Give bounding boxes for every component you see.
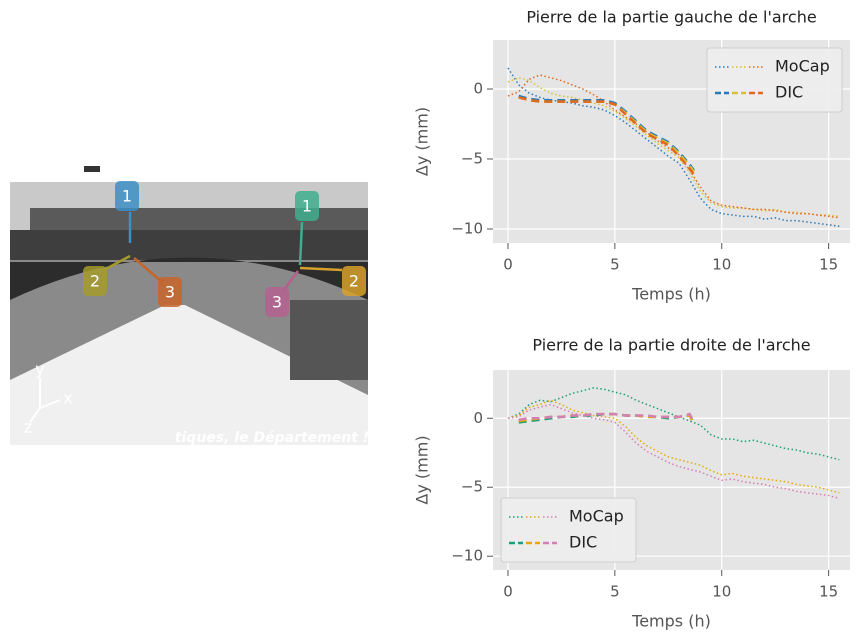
figure: 1 2 3 1 2 3 xy z tiques, le Département ! Pierre …	[0, 0, 859, 642]
x-axis-label: Temps (h)	[631, 285, 711, 304]
legend-label: MoCap	[569, 507, 624, 526]
y-tick-label: −5	[461, 150, 483, 168]
x-tick-label: 0	[503, 583, 513, 601]
axis-letter: y	[35, 360, 44, 379]
chart-title: Pierre de la partie droite de l'arche	[532, 336, 810, 355]
marker-label: 3	[165, 283, 175, 302]
y-tick-label: −10	[451, 220, 483, 238]
marker-label: 1	[302, 197, 312, 216]
chart-title: Pierre de la partie gauche de l'arche	[526, 8, 816, 27]
x-axis-label: Temps (h)	[631, 612, 711, 631]
y-axis-label: Δy (mm)	[413, 435, 432, 504]
y-axis-label: Δy (mm)	[413, 107, 432, 176]
bank	[290, 300, 368, 380]
y-tick-label: −5	[461, 478, 483, 496]
x-tick-label: 0	[503, 256, 513, 274]
axis-letter: z	[24, 418, 32, 437]
deck	[10, 230, 368, 260]
axis-letter: x	[63, 389, 72, 408]
legend-label: MoCap	[775, 57, 830, 76]
sign	[84, 166, 100, 172]
marker-label: 2	[349, 272, 359, 291]
y-tick-label: 0	[473, 80, 483, 98]
x-tick-label: 15	[819, 256, 838, 274]
x-tick-label: 10	[712, 256, 731, 274]
x-tick-label: 5	[610, 583, 620, 601]
banner-text: tiques, le Département !	[175, 430, 369, 446]
legend-label: DIC	[569, 533, 597, 552]
marker-label: 2	[90, 272, 100, 291]
y-tick-label: 0	[473, 409, 483, 427]
x-tick-label: 5	[610, 256, 620, 274]
legend-label: DIC	[775, 83, 803, 102]
x-tick-label: 10	[712, 583, 731, 601]
x-tick-label: 15	[819, 583, 838, 601]
y-tick-label: −10	[451, 547, 483, 565]
marker-label: 3	[272, 293, 282, 312]
marker-label: 1	[122, 187, 132, 206]
